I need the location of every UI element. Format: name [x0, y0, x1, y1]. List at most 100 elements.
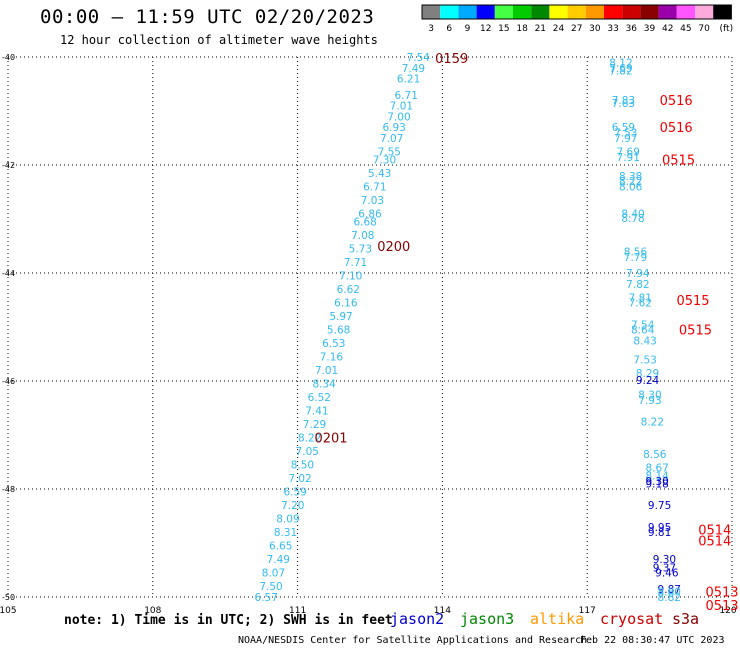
- colorbar-swatch: [640, 5, 659, 19]
- colorbar-swatch: [658, 5, 677, 19]
- colorbar-swatch: [476, 5, 495, 19]
- wave-height-value: 7.69: [617, 147, 640, 159]
- y-tick-label: -46: [2, 377, 15, 386]
- wave-height-value: 7.50: [259, 581, 282, 593]
- colorbar-label: 45: [680, 24, 691, 34]
- wave-height-value: 9.46: [655, 568, 679, 580]
- colorbar-label: 15: [498, 24, 509, 34]
- colorbar-swatch: [440, 5, 459, 19]
- y-tick-label: -40: [2, 53, 15, 62]
- pass-time-label: 0515: [676, 294, 709, 309]
- wave-height-value: 8.34: [312, 379, 336, 391]
- y-tick-label: -42: [2, 161, 15, 170]
- colorbar-label: 33: [607, 24, 618, 34]
- pass-time-label: 0514: [698, 524, 731, 539]
- wave-height-value: 7.08: [351, 230, 374, 242]
- colorbar-label: 70: [698, 24, 710, 34]
- wave-height-value: 8.12: [609, 57, 632, 69]
- wave-height-value: 6.52: [308, 392, 331, 404]
- wave-height-value: 6.53: [322, 338, 345, 350]
- wave-height-value: 7.93: [638, 395, 661, 407]
- wave-height-value: 9.37: [653, 562, 676, 574]
- wave-height-value: 8.14: [645, 471, 669, 483]
- wave-height-value: 9.30: [653, 554, 676, 566]
- wave-height-value: 9.30: [645, 476, 668, 488]
- wave-height-value: 8.22: [641, 417, 664, 429]
- wave-height-value: 7.97: [614, 133, 637, 145]
- colorbar-swatch: [713, 5, 732, 19]
- colorbar-label: 9: [465, 24, 471, 34]
- colorbar-swatch: [494, 5, 513, 19]
- wave-height-value: 7.94: [626, 268, 650, 280]
- x-tick-label: 105: [0, 606, 17, 616]
- wave-height-value: 7.30: [373, 155, 396, 167]
- wave-height-value: 8.78: [621, 213, 644, 225]
- wave-height-value: 6.68: [353, 217, 376, 229]
- wave-height-value: 8.22: [619, 176, 642, 188]
- colorbar-swatch: [695, 5, 714, 19]
- colorbar-legend: 3 6 9 12 15 18 21 24 27 30 33 36 39 42 45 70 (ft): [421, 4, 733, 34]
- colorbar-label: 36: [626, 24, 638, 34]
- wave-height-value: 7.49: [267, 554, 290, 566]
- pass-time-label: 0513: [705, 586, 738, 601]
- wave-height-value: 7.54: [631, 319, 655, 331]
- wave-height-value: 7.02: [288, 473, 311, 485]
- wave-height-value: 8.38: [619, 171, 642, 183]
- wave-height-value: 5.73: [349, 244, 372, 256]
- wave-height-value: 8.82: [658, 592, 681, 604]
- wave-height-value: 8.56: [643, 449, 667, 461]
- wave-height-value: 9.81: [648, 527, 671, 539]
- wave-height-value: 8.07: [262, 568, 285, 580]
- colorbar-label: 6: [446, 24, 452, 34]
- wave-height-value: 8.09: [276, 514, 299, 526]
- wave-height-value: 7.07: [380, 133, 403, 145]
- wave-height-value: 6.59: [283, 487, 306, 499]
- satellite-legend-s3a: s3a: [672, 610, 700, 628]
- colorbar-swatch: [567, 5, 586, 19]
- colorbar-frame: [421, 4, 732, 20]
- wave-height-value: 8.06: [619, 182, 643, 194]
- pass-time-label: 0514: [698, 534, 731, 549]
- wave-height-value: 8.50: [291, 460, 314, 472]
- wave-height-value: 7.71: [344, 257, 367, 269]
- colorbar-swatch: [549, 5, 568, 19]
- wave-height-value: 6.71: [363, 182, 386, 194]
- wave-height-value: 7.62: [629, 298, 652, 310]
- colorbar-label: 12: [480, 24, 491, 34]
- y-tick-label: -48: [2, 485, 15, 494]
- pass-time-label: 0513: [705, 599, 738, 614]
- pass-time-label: 0516: [660, 94, 693, 109]
- wave-height-value: 7.53: [614, 128, 637, 140]
- satellite-legend-cryosat: cryosat: [600, 610, 664, 628]
- wave-height-value: 7.01: [315, 365, 338, 377]
- footer-credit: NOAA/NESDIS Center for Satellite Applica…: [238, 635, 588, 646]
- pass-time-label: 0516: [660, 121, 693, 136]
- wave-height-value: 7.83: [612, 95, 635, 107]
- colorbar-swatch: [622, 5, 641, 19]
- colorbar-swatch: [513, 5, 532, 19]
- wave-height-value: 7.29: [303, 419, 326, 431]
- wave-height-value: 7.69: [609, 63, 632, 75]
- wave-height-value: 6.93: [382, 122, 405, 134]
- y-tick-label: -50: [2, 593, 15, 602]
- wave-height-value: 8.64: [631, 325, 655, 337]
- colorbar-swatch: [676, 5, 695, 19]
- wave-height-value: 7.03: [361, 195, 384, 207]
- wave-height-value: 9.18: [645, 479, 668, 491]
- wave-height-value: 7.20: [281, 500, 304, 512]
- wave-height-value: 7.82: [626, 279, 649, 291]
- pass-time-label: 0200: [377, 240, 410, 255]
- pass-time-label: 0201: [314, 432, 347, 447]
- x-tick-label: 108: [144, 606, 161, 616]
- wave-height-value: 7.01: [390, 101, 413, 113]
- satellite-legend-altika: altika: [530, 610, 585, 628]
- footer-note: note: 1) Time is in UTC; 2) SWH is in fe…: [64, 613, 393, 628]
- colorbar-label: 3: [428, 24, 434, 34]
- wave-height-value: 6.16: [334, 298, 358, 310]
- wave-height-value: 7.16: [320, 352, 344, 364]
- wave-height-value: 7.91: [617, 152, 640, 164]
- wave-height-value: 7.54: [407, 52, 431, 64]
- pass-time-label: 0159: [435, 52, 468, 67]
- wave-height-value: 7.05: [296, 446, 319, 458]
